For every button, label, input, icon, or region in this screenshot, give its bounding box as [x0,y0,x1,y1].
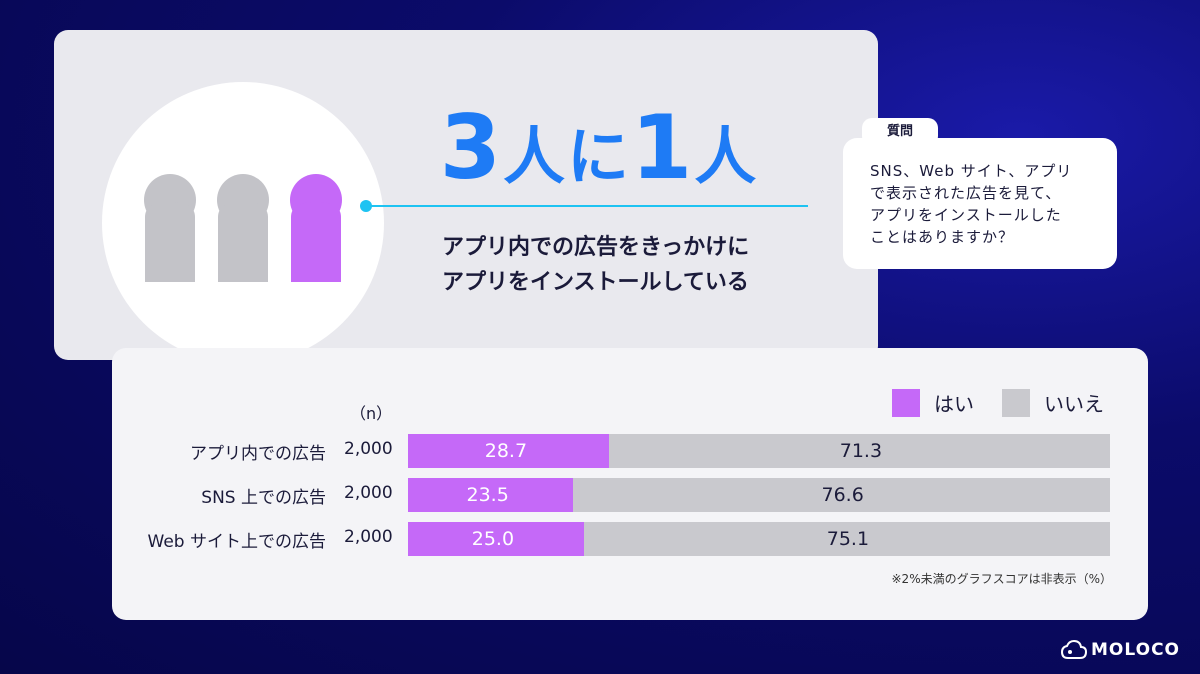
cloud-icon [1061,640,1088,659]
value-label-yes: 23.5 [466,484,509,506]
brand-text: MOLOCO [1091,640,1180,660]
chart-note: ※2%未満のグラフスコアは非表示（%） [891,572,1113,586]
brand-logo: MOLOCO [1061,640,1180,660]
subtitle: アプリ内での広告をきっかけに アプリをインストールしている [442,235,750,295]
headline: 3人に1人 [434,96,764,199]
question-tag: 質問 [862,118,938,146]
bar-row: アプリ内での広告 2,000 28.7 71.3 [112,434,1148,468]
question-text: SNS、Web サイト、アプリ で表示された広告を見て、 アプリをインストールし… [870,162,1073,246]
bar-yes [408,434,610,468]
category-label: Web サイト上での広告 [147,532,326,552]
legend-label-no: いいえ [1044,392,1104,416]
value-label-yes: 25.0 [471,528,515,550]
category-label: SNS 上での広告 [201,488,326,508]
person-icon-purple [290,174,342,282]
sample-size-label: 2,000 [344,483,393,503]
legend-swatch-no [1002,388,1030,417]
value-label-no: 75.1 [826,528,870,550]
bar-no: 28.7 71.3 [408,434,1110,468]
n-header: （n） [350,404,393,423]
legend-item-no: いいえ [1002,388,1104,417]
legend-swatch-yes [892,388,920,417]
summary-card: 3人に1人 アプリ内での広告をきっかけに アプリをインストールしている [54,30,878,364]
bar-no: 25.0 75.1 [408,522,1110,556]
value-label-yes: 28.7 [484,440,528,462]
headline-number-1: 3 [439,96,503,199]
bar-row: SNS 上での広告 2,000 23.5 76.6 [112,478,1148,512]
headline-middle: 人に [502,120,631,193]
category-label: アプリ内での広告 [190,444,326,464]
bar-no: 23.5 76.6 [408,478,1110,512]
legend-label-yes: はい [934,392,974,416]
value-label-no: 71.3 [839,440,883,462]
value-label-no: 76.6 [821,484,864,506]
headline-end: 人 [694,120,759,193]
person-icon-gray [217,174,269,282]
legend: はい いいえ [876,388,1104,417]
bar-yes [408,478,573,512]
bar-yes [408,522,584,556]
question-bubble [843,138,1117,269]
sample-size-label: 2,000 [344,527,393,547]
legend-item-yes: はい [892,388,974,417]
sample-size-label: 2,000 [344,439,393,459]
chart-card: （n） はい いいえ アプリ内での広告 2,000 28.7 71.3 SNS 上での広… [112,348,1148,620]
people-illustration [102,82,384,364]
person-icon-gray [144,174,196,282]
headline-number-2: 1 [631,96,695,199]
bar-row: Web サイト上での広告 2,000 25.0 75.1 [112,522,1148,556]
